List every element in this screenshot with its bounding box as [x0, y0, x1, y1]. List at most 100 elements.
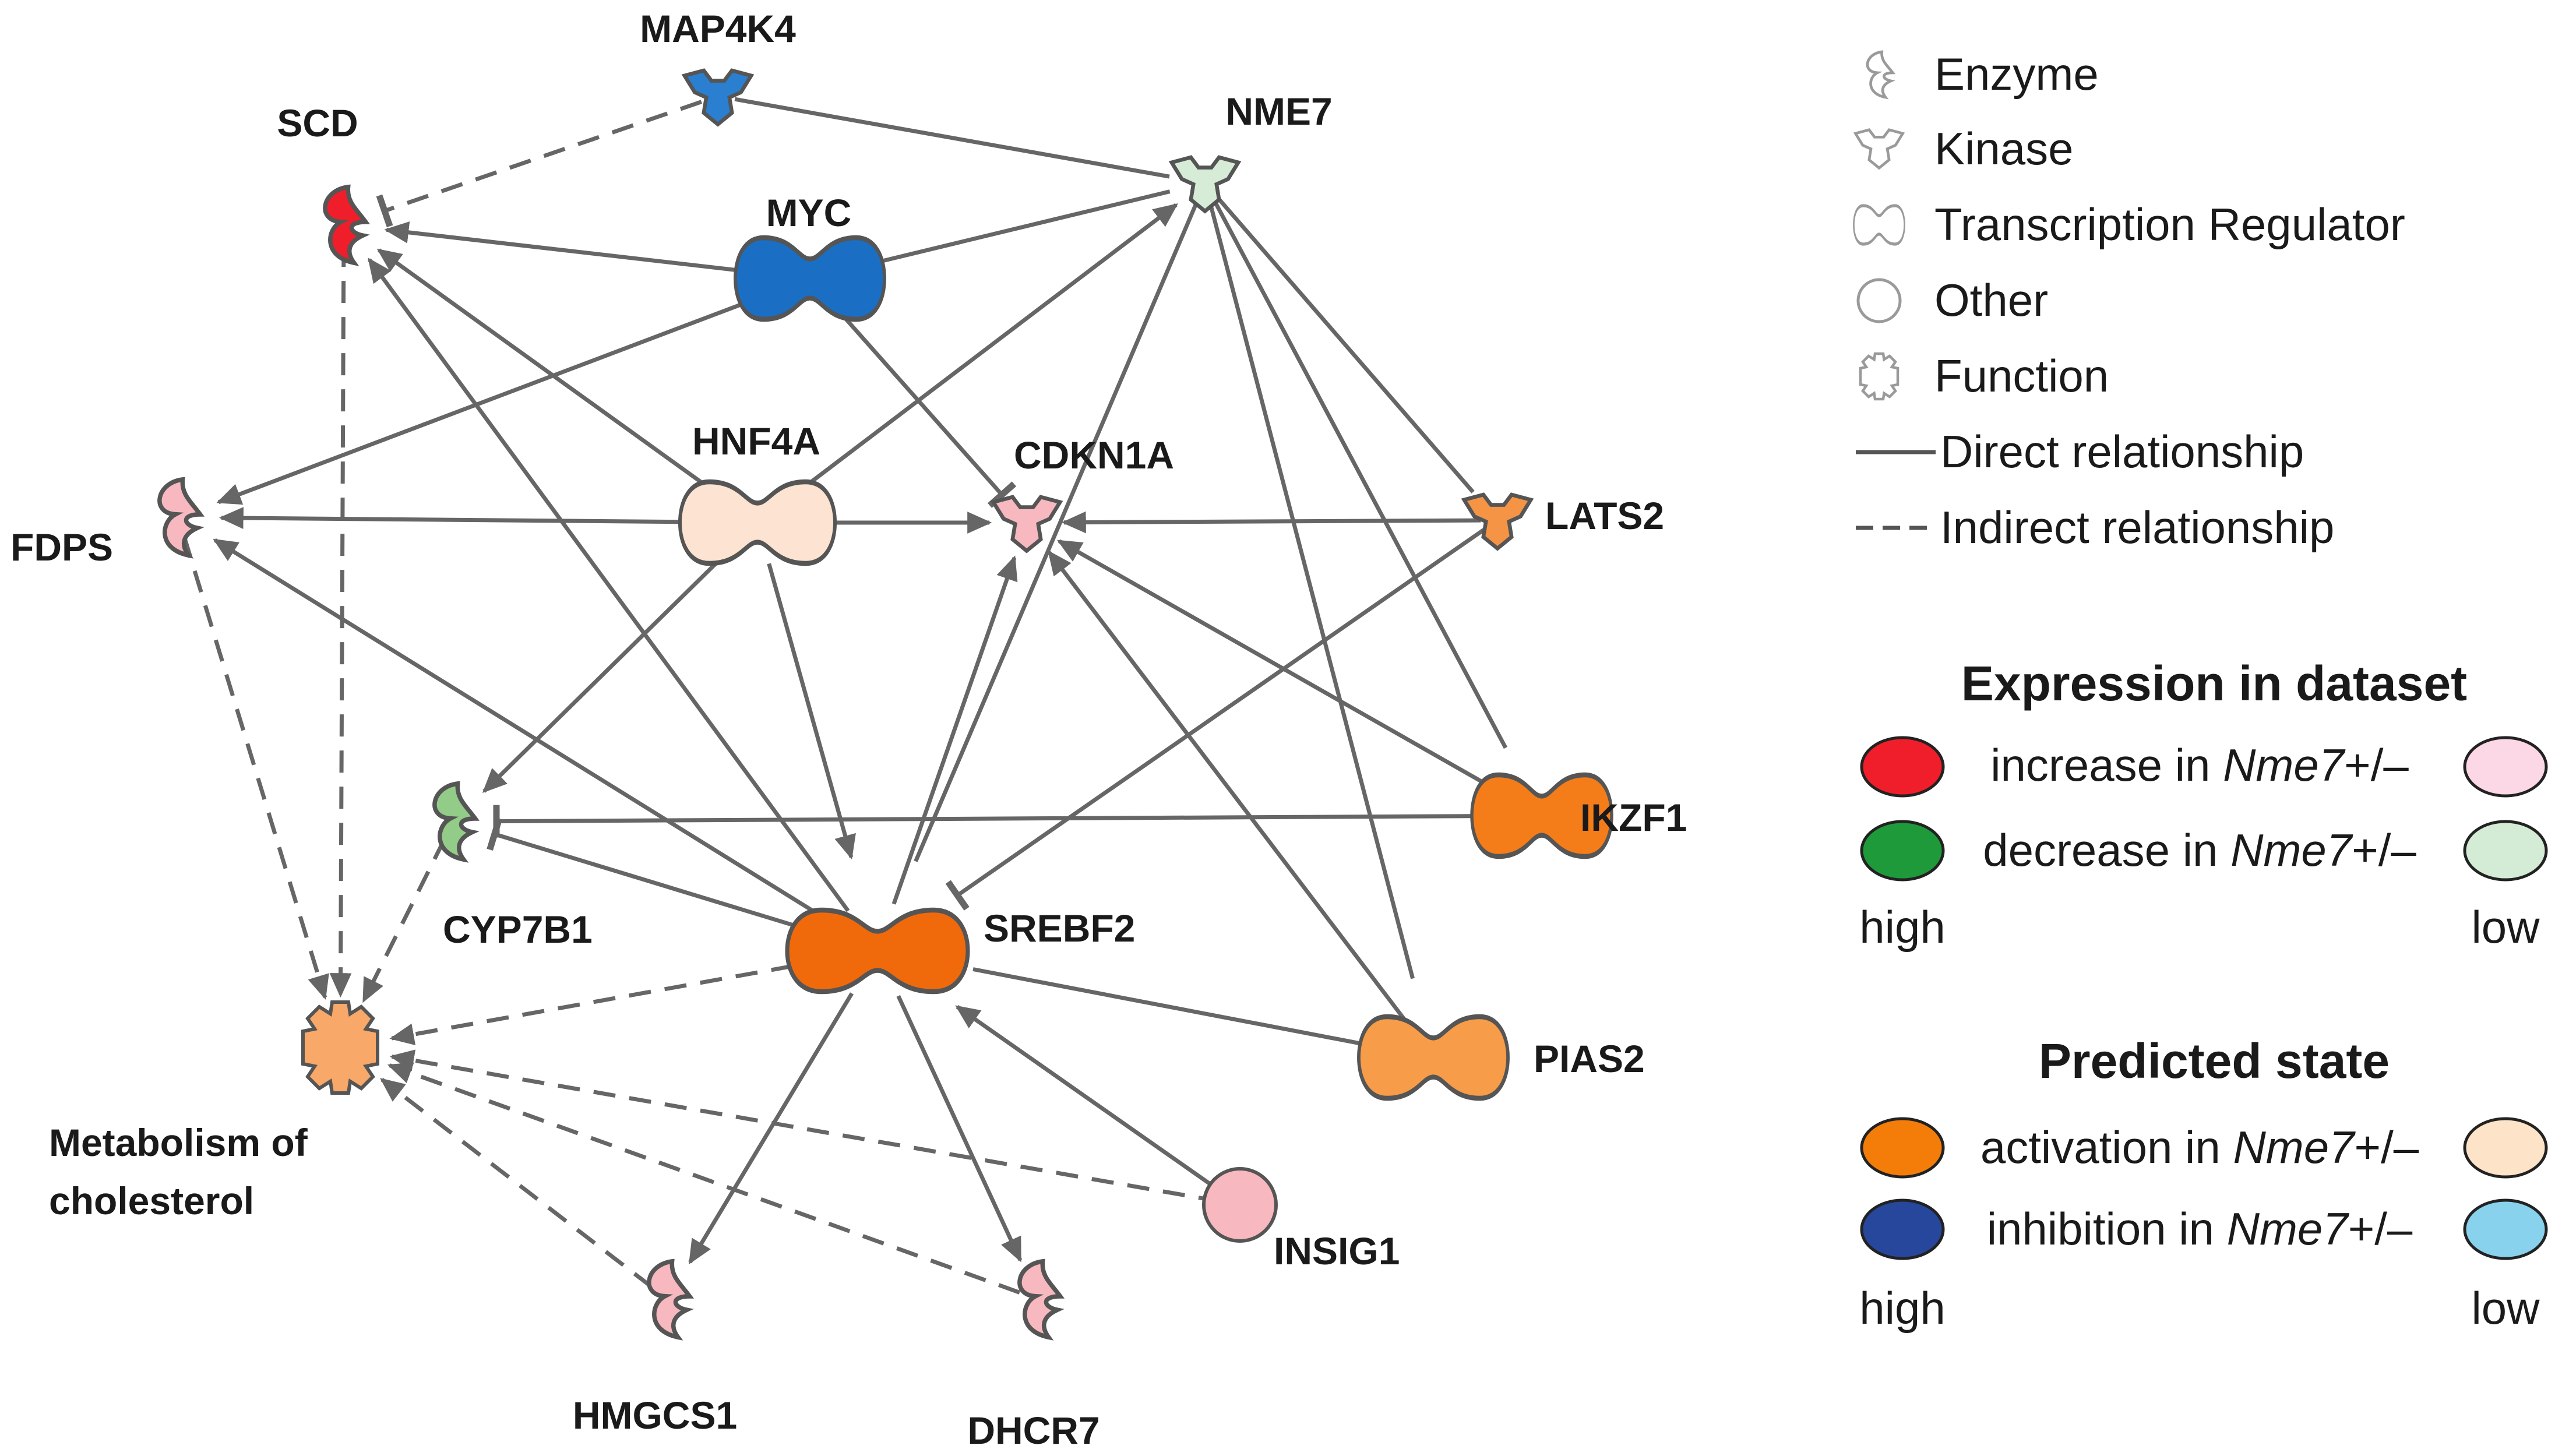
edge-srebf2-to-chol [389, 957, 829, 1045]
label-cyp7b1: CYP7B1 [443, 908, 593, 951]
transcription-regulator-icon [1853, 206, 1904, 244]
node-scd[interactable] [325, 187, 366, 263]
label-cdkn1a: CDKN1A [1014, 433, 1174, 477]
edge-ikzf1-to-cdkn1a [1056, 539, 1510, 799]
expression-row-increase: increase in Nme7+/– [1860, 736, 2548, 798]
node-nme7[interactable] [1172, 157, 1238, 211]
node-pias2[interactable] [1359, 1017, 1508, 1098]
edge-nme7-to-lats2 [1214, 193, 1475, 493]
nme7-kinase-icon [1172, 157, 1238, 211]
legend-enzyme-label: Enzyme [1934, 48, 2099, 100]
edge-scd-to-chol [329, 245, 352, 998]
hmgcs1-enzyme-icon [649, 1261, 690, 1337]
predicted-row-activation: activation in Nme7+/– [1860, 1117, 2548, 1179]
legend-other: Other [1856, 274, 2048, 326]
predicted-title: Predicted state [2039, 1034, 2390, 1088]
label-myc: MYC [766, 191, 852, 234]
legend-kinase: Kinase [1855, 123, 2074, 174]
edge-fdps-to-chol [182, 535, 329, 1000]
label-lats2: LATS2 [1545, 494, 1664, 537]
legend-function: Function [1860, 350, 2109, 401]
node-layer [160, 70, 1612, 1337]
node-srebf2[interactable] [787, 910, 968, 992]
expression-low-label: low [2471, 901, 2540, 953]
edge-hnf4a-to-srebf2 [767, 563, 856, 860]
edge-map4k4-to-scd [376, 100, 703, 228]
edge-hnf4a-to-scd [376, 248, 724, 500]
edge-hnf4a-to-nme7 [790, 203, 1178, 499]
edge-myc-to-nme7 [849, 189, 1171, 271]
legend-function-label: Function [1934, 350, 2109, 401]
decrease-label: decrease in Nme7+/– [1983, 824, 2416, 876]
label-insig1: INSIG1 [1274, 1229, 1400, 1272]
edge-pias2-to-cdkn1a [1047, 550, 1411, 1027]
label-map4k4: MAP4K4 [640, 7, 796, 50]
expression-high-label: high [1859, 901, 1945, 953]
decrease-low-swatch [2463, 820, 2548, 882]
increase-label: increase in Nme7+/– [1990, 739, 2409, 791]
edge-dhcr7-to-chol [387, 1062, 1021, 1295]
node-chol[interactable] [303, 1002, 378, 1093]
inhibition-high-swatch [1860, 1198, 1945, 1260]
function-icon [1860, 354, 1898, 399]
label-hnf4a: HNF4A [692, 419, 820, 463]
predicted-low-label: low [2471, 1282, 2540, 1334]
label-fdps: FDPS [10, 526, 113, 569]
label-layer: MAP4K4 SCD NME7 MYC HNF4A CDKN1A FDPS LATS2 CYP7… [10, 7, 1687, 1452]
edge-srebf2-to-fdps [213, 538, 837, 927]
edge-cyp7b1-to-chol [362, 838, 446, 1003]
node-insig1[interactable] [1202, 1167, 1278, 1243]
increase-high-swatch [1860, 736, 1945, 798]
edge-layer [182, 97, 1510, 1295]
expression-row-decrease: decrease in Nme7+/– [1860, 820, 2548, 882]
legend-direct-label: Direct relationship [1940, 426, 2304, 477]
kinase-icon [1855, 130, 1902, 168]
fdps-enzyme-icon [160, 480, 200, 555]
legend-transcription-regulator: Transcription Regulator [1853, 199, 2405, 250]
edge-lats2-to-cdkn1a [1061, 511, 1481, 534]
pias2-transcription-regulator-icon [1359, 1017, 1508, 1098]
inhibition-label: inhibition in Nme7+/– [1987, 1203, 2413, 1254]
edge-insig1-to-srebf2 [955, 1005, 1225, 1196]
node-myc[interactable] [735, 238, 884, 319]
node-hmgcs1[interactable] [649, 1261, 690, 1337]
label-pias2: PIAS2 [1534, 1037, 1645, 1080]
srebf2-transcription-regulator-icon [787, 910, 968, 992]
label-srebf2: SREBF2 [984, 907, 1135, 950]
chol-label-line-2: cholesterol [49, 1179, 254, 1222]
edge-nme7-to-srebf2 [914, 196, 1201, 862]
enzyme-icon [1867, 52, 1893, 97]
edge-myc-to-scd [384, 221, 770, 276]
label-ikzf1: IKZF1 [1580, 796, 1687, 839]
insig1-other-icon [1202, 1167, 1278, 1243]
node-dhcr7[interactable] [1020, 1261, 1060, 1337]
legend-kinase-label: Kinase [1934, 123, 2074, 174]
edge-ikzf1-to-cyp7b1 [493, 805, 1504, 838]
hnf4a-transcription-regulator-icon [680, 482, 835, 563]
map4k4-kinase-icon [685, 70, 751, 124]
edge-hnf4a-to-fdps [219, 507, 715, 529]
legend-enzyme: Enzyme [1867, 48, 2099, 100]
chol-label-line-1: Metabolism of [49, 1121, 308, 1164]
node-map4k4[interactable] [685, 70, 751, 124]
edge-map4k4-to-nme7 [734, 97, 1170, 179]
legend-other-label: Other [1934, 274, 2048, 326]
edge-hmgcs1-to-chol [380, 1078, 654, 1289]
node-fdps[interactable] [160, 480, 200, 555]
label-scd: SCD [277, 101, 358, 144]
edge-srebf2-to-dhcr7 [896, 995, 1023, 1263]
edge-srebf2-to-cdkn1a [891, 555, 1018, 905]
chol-function-icon [303, 1002, 378, 1093]
inhibition-low-swatch [2463, 1198, 2548, 1260]
scd-enzyme-icon [325, 187, 366, 263]
legend-indirect: Indirect relationship [1856, 502, 2334, 553]
dhcr7-enzyme-icon [1020, 1261, 1060, 1337]
node-hnf4a[interactable] [680, 482, 835, 563]
edge-nme7-to-ikzf1 [1210, 196, 1508, 749]
edge-myc-to-fdps [216, 291, 773, 505]
edge-pias2-to-srebf2 [972, 967, 1394, 1052]
expression-title: Expression in dataset [1961, 656, 2467, 711]
predicted-row-inhibition: inhibition in Nme7+/– [1860, 1198, 2548, 1260]
decrease-high-swatch [1860, 820, 1945, 882]
